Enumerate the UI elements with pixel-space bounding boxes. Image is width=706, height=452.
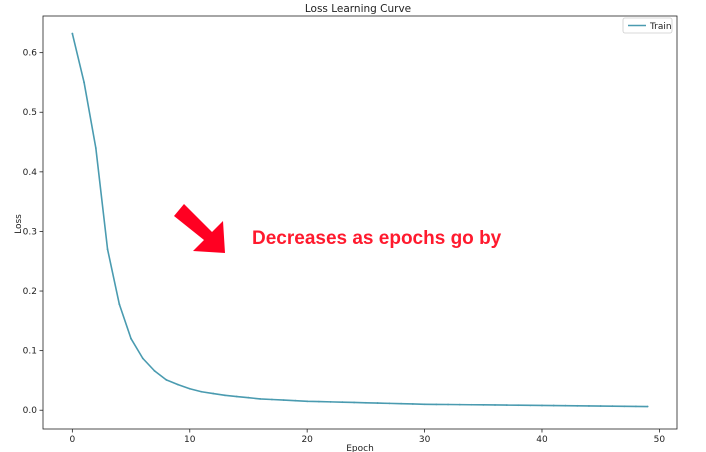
data-point [141,357,144,360]
x-tick-label: 10 [184,435,196,445]
data-point [447,403,449,406]
data-point [318,400,320,403]
x-tick-label: 0 [69,435,75,445]
data-point [435,403,438,406]
y-tick-label: 0.0 [23,406,38,416]
data-point [177,383,179,386]
data-point [458,403,461,406]
y-tick-label: 0.2 [23,287,37,297]
data-point [494,404,496,406]
data-point [541,404,543,407]
annotation-text: Decreases as epochs go by [252,228,502,249]
data-point [470,403,473,406]
plot-area-frame [42,15,678,430]
data-point [224,394,226,397]
data-point [411,403,414,405]
x-tick-label: 40 [536,435,548,445]
legend: Train [622,17,673,34]
data-point [388,402,391,405]
data-point [83,81,85,84]
data-point [576,404,579,407]
data-point [482,403,485,406]
data-point [635,405,637,408]
data-point [106,248,109,251]
x-axis-ticks: 0 10 20 30 40 50 [69,429,665,445]
data-point [130,337,132,340]
data-point [517,404,520,407]
y-tick-label: 0.6 [23,49,38,59]
data-point [623,405,626,408]
y-axis-ticks: 0.0 0.1 0.2 0.3 0.4 0.5 0.6 [23,49,43,416]
data-point [294,399,297,402]
y-tick-label: 0.4 [23,168,38,178]
legend-label-train: Train [649,22,672,32]
data-point [329,400,332,403]
data-point [259,398,262,400]
train-loss-line [71,33,648,408]
data-point [94,147,97,149]
data-point [71,32,74,35]
data-point [271,398,273,401]
y-tick-label: 0.5 [23,108,37,118]
data-point [118,303,121,306]
train-loss-points [71,32,649,408]
data-point [505,404,508,406]
data-point [306,400,309,403]
y-axis-label: Loss [14,214,24,234]
x-axis-label: Epoch [346,444,374,452]
x-tick-label: 50 [654,435,666,445]
data-point [353,401,356,404]
legend-box [622,17,673,34]
y-tick-label: 0.3 [23,227,37,237]
x-tick-label: 20 [301,435,313,445]
data-point [376,402,379,404]
data-point [529,404,532,407]
data-point [282,399,285,401]
data-point [200,390,203,393]
data-point [153,369,156,372]
data-point [564,404,567,407]
data-point [212,392,215,395]
data-point [599,405,602,407]
data-point [364,401,367,404]
annotation-arrow-icon [174,204,225,253]
data-point [165,378,168,381]
x-tick-label: 30 [419,435,431,445]
data-point [588,405,590,407]
data-point [552,404,555,407]
data-point [188,387,191,390]
data-point [423,403,426,406]
data-point [400,402,402,405]
data-point [235,395,238,398]
y-tick-label: 0.1 [23,347,37,357]
data-point [611,405,614,408]
data-point [247,396,250,399]
data-point [341,401,344,404]
data-point [646,405,649,408]
chart-title: Loss Learning Curve [305,3,411,15]
